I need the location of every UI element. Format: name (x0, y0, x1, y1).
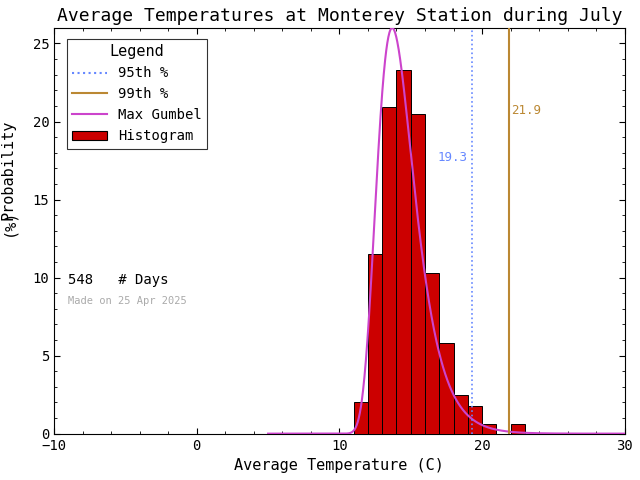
Bar (382, 108, 396, 433)
Title: Average Temperatures at Monterey Station during July: Average Temperatures at Monterey Station… (57, 7, 622, 25)
Bar (468, 406, 482, 433)
Text: 19.3: 19.3 (437, 151, 467, 164)
Bar (411, 114, 425, 433)
Text: Made on 25 Apr 2025: Made on 25 Apr 2025 (68, 296, 187, 306)
X-axis label: Average Temperature (C): Average Temperature (C) (234, 458, 444, 473)
Bar (454, 395, 468, 433)
Text: Probability: Probability (1, 120, 16, 220)
Bar (511, 424, 525, 433)
Legend: 95th %, 99th %, Max Gumbel, Histogram: 95th %, 99th %, Max Gumbel, Histogram (67, 39, 207, 149)
Bar (439, 343, 454, 433)
Bar (482, 424, 496, 433)
Bar (368, 254, 382, 433)
Text: 548   # Days: 548 # Days (68, 274, 169, 288)
Bar (425, 273, 439, 433)
Bar (396, 70, 411, 433)
Text: (%): (%) (1, 209, 16, 236)
Text: 21.9: 21.9 (511, 104, 541, 117)
Bar (354, 402, 368, 433)
